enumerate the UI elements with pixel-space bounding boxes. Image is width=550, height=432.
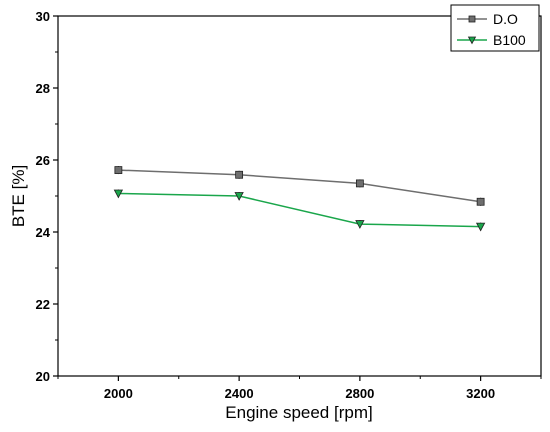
data-point-b100: [234, 192, 244, 201]
y-tick-label: 24: [36, 225, 51, 240]
y-tick-label: 26: [36, 153, 50, 168]
legend-box: [450, 4, 540, 52]
x-tick-label: 2400: [225, 386, 254, 401]
legend-marker-b100: [467, 36, 477, 45]
series-layer: [113, 166, 486, 232]
data-point-d-o: [235, 170, 244, 179]
legend-label-b100: B100: [493, 32, 526, 48]
x-tick-label: 2000: [104, 386, 133, 401]
y-tick-label: 22: [36, 297, 50, 312]
data-point-d-o: [114, 166, 123, 174]
series-d-o: [114, 166, 485, 206]
legend-marker-d-o: [468, 15, 476, 23]
y-axis-title: BTE [%]: [9, 165, 28, 227]
axes: 20 22 24 26 28 30 2000 2400 2800 3200: [36, 9, 542, 401]
data-point-d-o: [355, 179, 364, 188]
series-line-b100: [118, 192, 481, 228]
data-point-b100: [355, 220, 365, 229]
y-tick-label: 20: [36, 369, 50, 384]
legend: D.O B100: [450, 4, 540, 52]
data-point-b100: [475, 222, 486, 232]
plot-frame: [57, 15, 542, 377]
x-tick-label: 3200: [466, 386, 495, 401]
x-tick-label: 2800: [345, 386, 374, 401]
y-tick-label: 28: [36, 81, 50, 96]
series-b100: [113, 189, 486, 232]
x-axis-title: Engine speed [rpm]: [225, 403, 372, 422]
series-line-d-o: [118, 169, 481, 203]
y-tick-label: 30: [36, 9, 50, 24]
data-point-b100: [113, 189, 124, 199]
data-point-d-o: [476, 197, 485, 206]
legend-label-d-o: D.O: [493, 11, 518, 27]
